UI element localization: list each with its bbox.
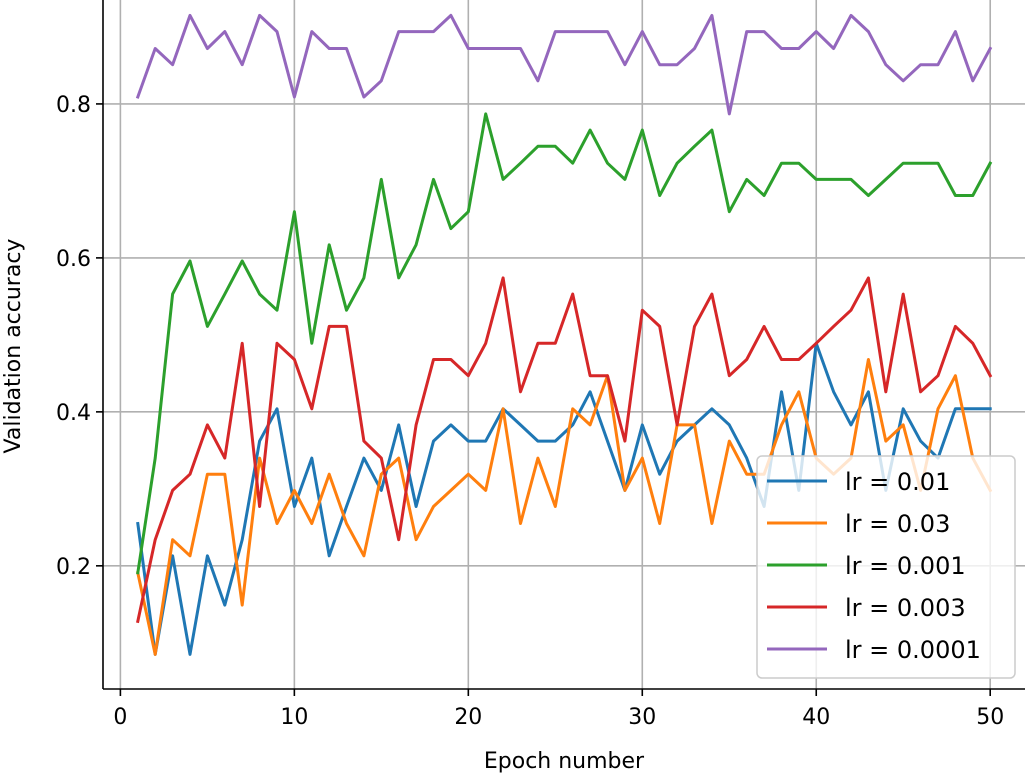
x-tick-label: 10: [280, 705, 308, 730]
legend-label-3: lr = 0.003: [845, 594, 966, 622]
series-line-2: [136, 112, 993, 575]
x-axis-label: Epoch number: [484, 749, 645, 774]
legend-label-4: lr = 0.0001: [845, 636, 981, 664]
legend-label-0: lr = 0.01: [845, 468, 950, 496]
legend-label-1: lr = 0.03: [845, 510, 950, 538]
axes: [102, 0, 1025, 690]
y-tick-label: 0.4: [56, 401, 91, 426]
series-line-0: [136, 341, 992, 656]
x-tick-label: 30: [628, 705, 656, 730]
y-tick-label: 0.2: [56, 555, 91, 580]
x-tick-label: 50: [976, 705, 1004, 730]
legend: lr = 0.01 lr = 0.03 lr = 0.001 lr = 0.003 lr…: [756, 455, 1016, 679]
x-tick-label: 20: [454, 705, 482, 730]
ticks: 0 10 20 30 40 50 0.2 0.4 0.6 0.8: [56, 93, 1004, 730]
y-tick-label: 0.8: [56, 93, 91, 118]
series-line-4: [135, 13, 993, 116]
legend-box: [756, 455, 1016, 679]
legend-label-2: lr = 0.001: [845, 552, 966, 580]
y-tick-label: 0.6: [56, 247, 91, 272]
x-tick-label: 0: [113, 705, 127, 730]
x-tick-label: 40: [802, 705, 830, 730]
series-line-3: [136, 276, 993, 624]
y-axis-label: Validation accuracy: [1, 239, 26, 454]
